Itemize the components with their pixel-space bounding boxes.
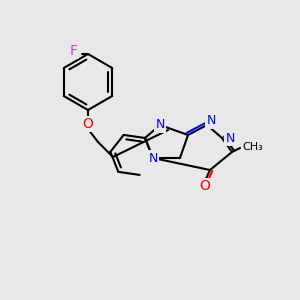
Text: N: N	[225, 131, 235, 145]
Text: N: N	[155, 118, 165, 131]
Text: F: F	[70, 44, 78, 58]
Text: O: O	[200, 179, 210, 193]
Text: CH₃: CH₃	[242, 142, 263, 152]
Text: N: N	[206, 115, 216, 128]
Text: O: O	[82, 117, 93, 131]
Text: N: N	[148, 152, 158, 164]
